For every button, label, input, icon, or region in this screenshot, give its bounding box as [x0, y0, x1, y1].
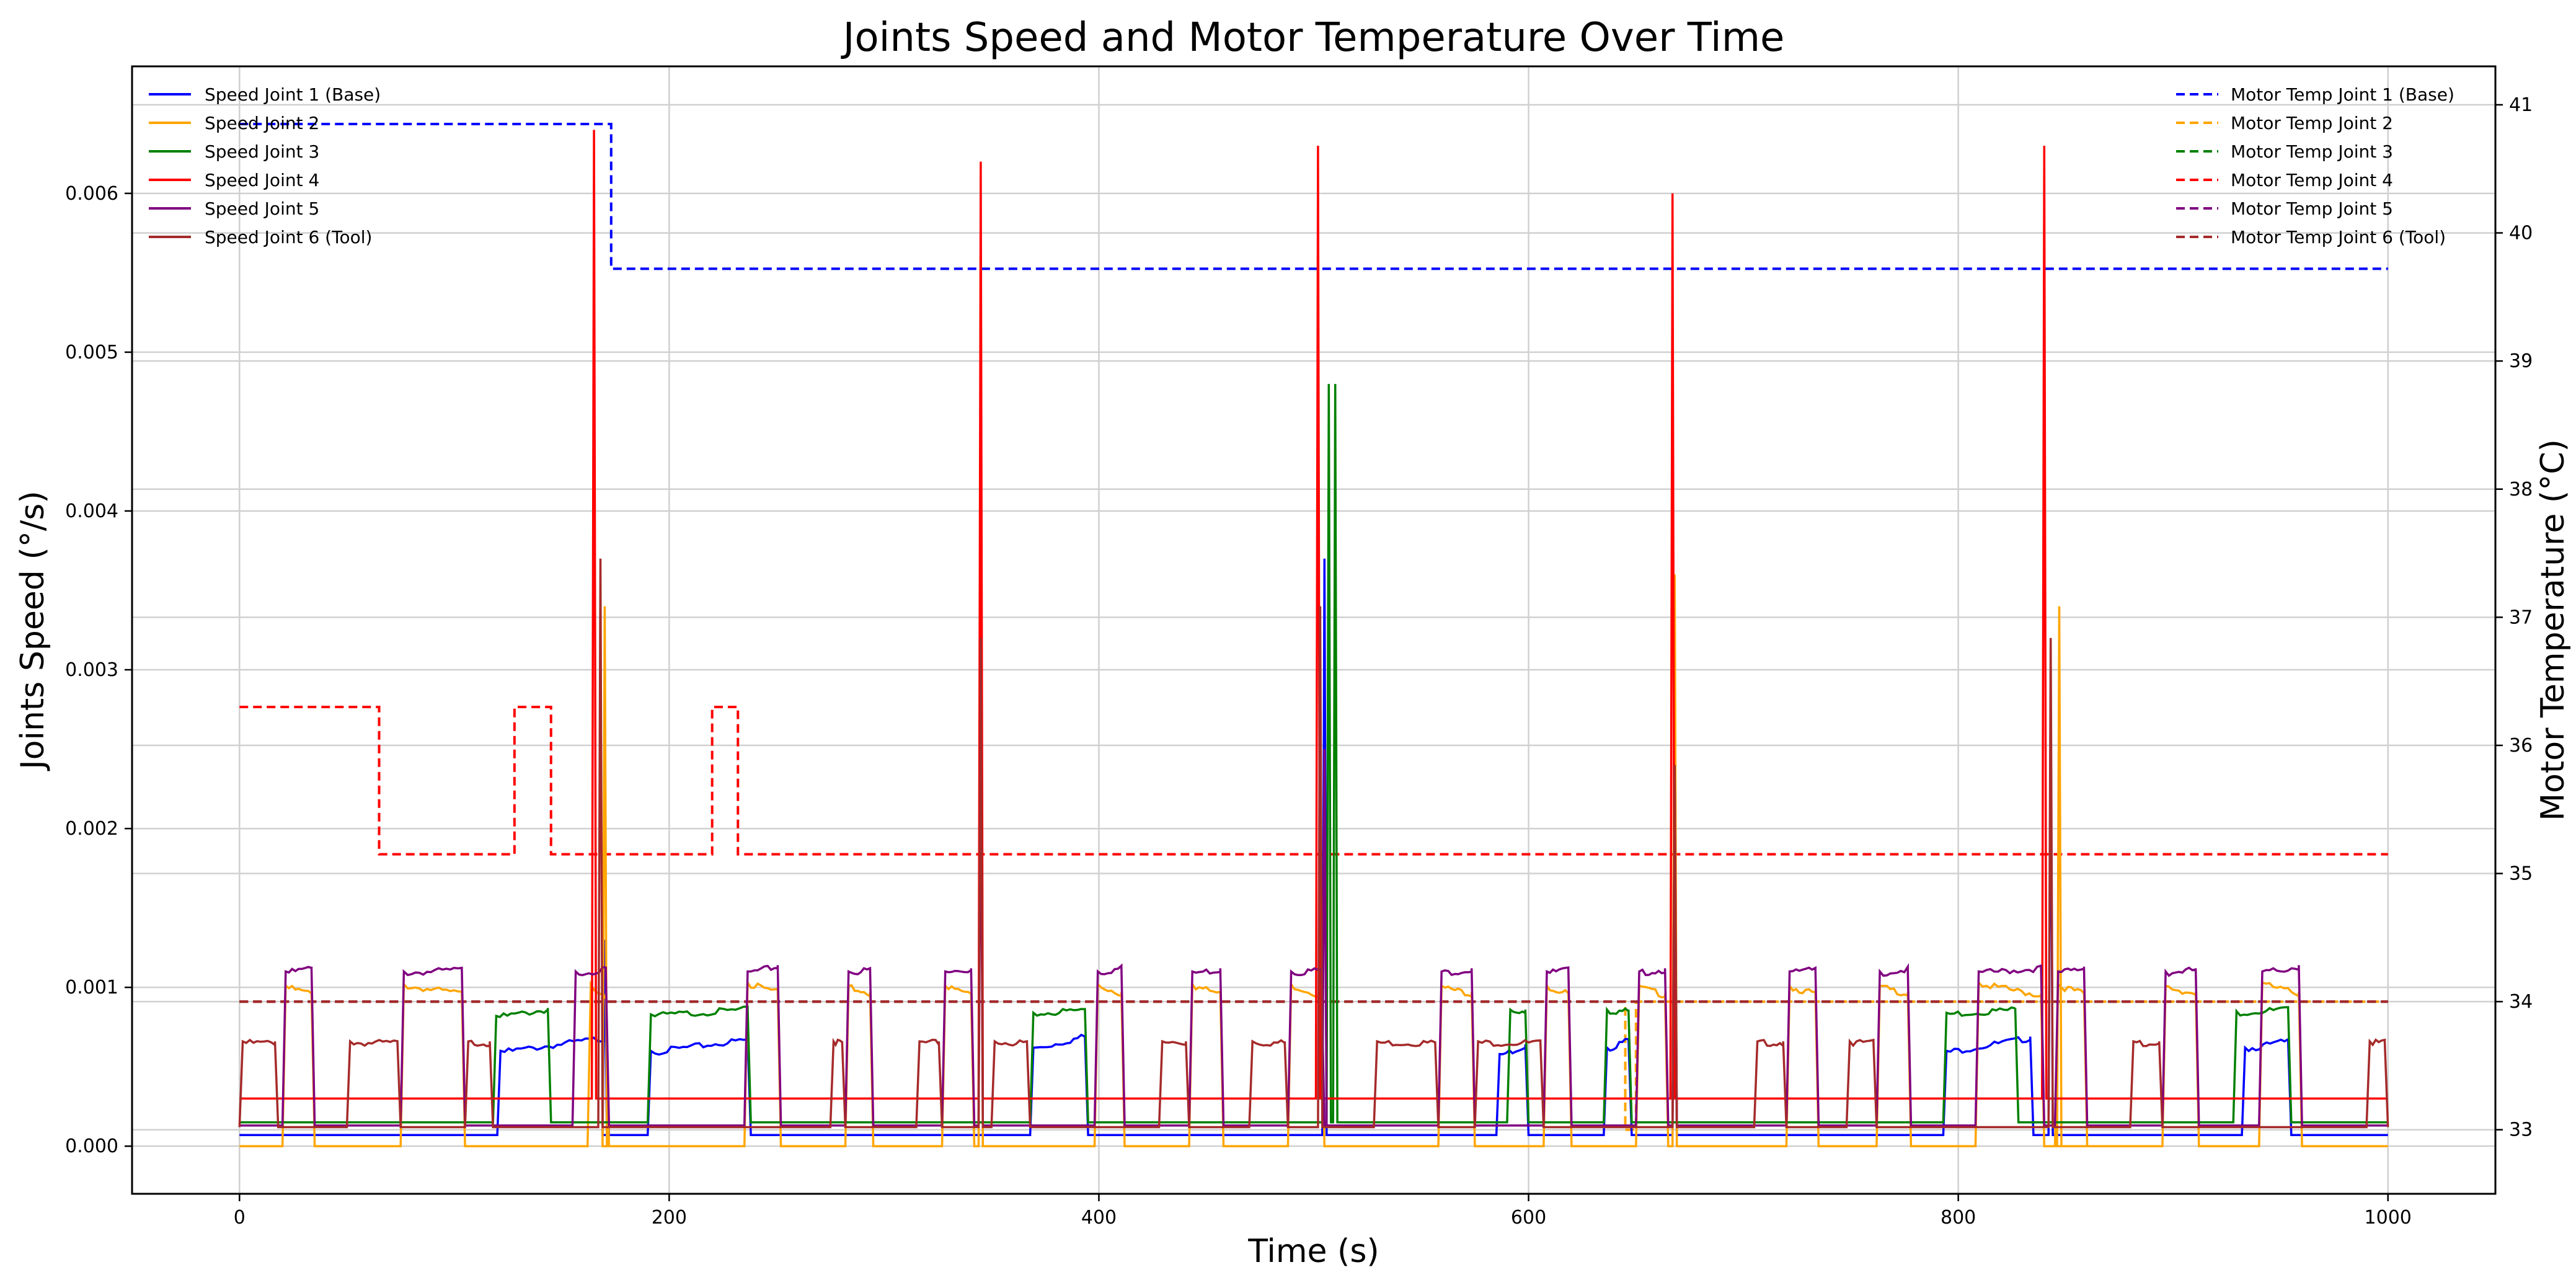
x-tick-label: 800: [1941, 1207, 1976, 1229]
plot-frame: [131, 65, 2497, 1195]
temp-series-line: [239, 705, 2388, 856]
grid-lines: [132, 66, 2495, 1194]
y-left-tick-label: 0.000: [65, 1136, 118, 1157]
legend-speed: Speed Joint 1 (Base) Speed Joint 2 Speed J…: [149, 84, 381, 247]
speed-series-line: [238, 558, 2389, 1129]
y-right-tick-label: 40: [2509, 223, 2533, 244]
chart-title: Joints Speed and Motor Temperature Over …: [841, 15, 1785, 61]
y-axis-left-label: Joints Speed (°/s): [14, 491, 51, 771]
legend-label: Speed Joint 6 (Tool): [205, 227, 372, 247]
y-right-tick-label: 34: [2509, 991, 2533, 1013]
legend-label: Motor Temp Joint 2: [2231, 113, 2393, 133]
y-right-tick-label: 33: [2509, 1119, 2533, 1141]
y-right-tick-label: 41: [2509, 94, 2533, 116]
x-tick-label: 400: [1081, 1207, 1117, 1229]
y-axis-right-label: Motor Temperature (°C): [2534, 439, 2572, 821]
x-tick-label: 0: [234, 1207, 246, 1229]
legend-label: Speed Joint 3: [205, 141, 319, 162]
speed-series-line: [239, 130, 2388, 1100]
y-right-tick-label: 37: [2509, 607, 2533, 628]
legend-temperature: Motor Temp Joint 1 (Base) Motor Temp Join…: [2176, 84, 2454, 247]
y-left-tick-label: 0.001: [65, 977, 118, 998]
legend-label: Motor Temp Joint 6 (Tool): [2231, 227, 2446, 247]
y-left-tick-label: 0.005: [65, 342, 118, 363]
legend-label: Motor Temp Joint 3: [2231, 141, 2393, 162]
x-axis-label: Time (s): [1247, 1233, 1379, 1270]
legend-label: Speed Joint 1 (Base): [205, 84, 381, 105]
temp-series-line: [239, 122, 2388, 270]
axis-ticks: 0 200 400 600 800 1000 0.000 0.001 0.002 0.003 0.0…: [65, 94, 2533, 1229]
legend-label: Speed Joint 4: [205, 170, 319, 190]
x-tick-label: 200: [652, 1207, 687, 1229]
y-right-tick-label: 36: [2509, 735, 2533, 757]
legend-label: Motor Temp Joint 5: [2231, 198, 2393, 219]
y-left-tick-label: 0.003: [65, 659, 118, 681]
plot-area: [238, 122, 2389, 1147]
legend-label: Motor Temp Joint 4: [2231, 170, 2393, 190]
speed-series-line: [239, 574, 2388, 1147]
y-left-tick-label: 0.002: [65, 818, 118, 840]
y-right-tick-label: 38: [2509, 479, 2533, 500]
speed-series-line: [239, 384, 2388, 1124]
x-tick-label: 1000: [2365, 1207, 2412, 1229]
legend-label: Speed Joint 5: [205, 198, 319, 219]
legend-label: Speed Joint 2: [205, 113, 319, 133]
y-left-tick-label: 0.006: [65, 183, 118, 205]
y-left-tick-label: 0.004: [65, 500, 118, 522]
y-right-tick-label: 35: [2509, 863, 2533, 885]
legend-label: Motor Temp Joint 1 (Base): [2231, 84, 2454, 105]
y-right-tick-label: 39: [2509, 350, 2533, 372]
x-tick-label: 600: [1511, 1207, 1546, 1229]
